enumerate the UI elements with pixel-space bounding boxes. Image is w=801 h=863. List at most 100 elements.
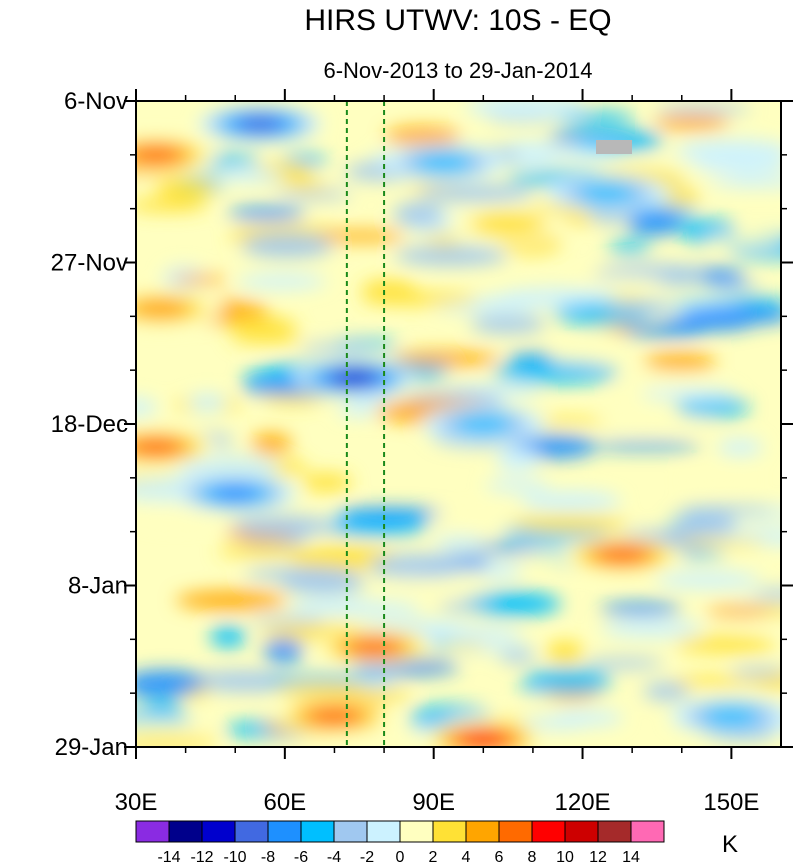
colorbar-swatch — [564, 820, 599, 843]
field-patch — [361, 279, 416, 299]
field-patch — [555, 111, 636, 125]
field-patch — [485, 479, 550, 493]
field-patch — [705, 235, 781, 248]
x-tick-label: 60E — [263, 789, 306, 816]
anomaly-feature — [469, 212, 548, 237]
field-patch — [417, 626, 525, 643]
field-patch — [654, 114, 730, 131]
y-tick-label: 8-Jan — [68, 573, 128, 600]
anomaly-feature — [136, 439, 181, 456]
field-patch — [175, 590, 288, 611]
colorbar-swatch — [432, 820, 467, 843]
field-patch — [674, 635, 777, 654]
field-patch — [466, 101, 585, 119]
field-patch — [180, 455, 281, 481]
field-patch — [154, 177, 218, 199]
field-patch — [507, 353, 555, 365]
field-patch — [136, 719, 207, 736]
field-patch — [492, 361, 619, 384]
field-patch — [520, 716, 590, 730]
field-patch — [518, 550, 573, 565]
field-patch — [228, 207, 306, 221]
x-tick-label: 30E — [115, 789, 158, 816]
x-tick-label: 120E — [555, 789, 611, 816]
colorbar-swatch — [168, 820, 203, 843]
field-patch — [384, 126, 461, 146]
chart-title: HIRS UTWV: 10S - EQ — [304, 4, 611, 37]
field-patch — [432, 535, 485, 549]
field-patch — [422, 232, 459, 242]
anomaly-feature — [597, 546, 647, 563]
field-patch — [439, 601, 491, 612]
field-patch — [392, 202, 444, 227]
field-patch — [600, 602, 682, 616]
field-patch — [318, 230, 406, 243]
colorbar-swatch — [465, 820, 500, 843]
field-patch — [510, 148, 624, 162]
colorbar-swatch — [300, 820, 335, 843]
anomaly-feature — [462, 732, 505, 747]
field-patch — [352, 393, 399, 403]
anomaly-feature — [701, 706, 761, 726]
field-patch — [706, 605, 772, 618]
anomaly-feature — [136, 146, 181, 163]
field-patch — [337, 507, 443, 520]
field-patch — [250, 616, 325, 625]
y-tick-label: 27-Nov — [51, 250, 128, 277]
colorbar-swatch — [135, 820, 170, 843]
colorbar-swatch — [597, 820, 632, 843]
field-patch — [626, 210, 684, 236]
colorbar-label: -4 — [327, 849, 341, 863]
field-patch — [137, 510, 214, 526]
field-patch — [644, 352, 716, 371]
anomaly-feature — [335, 371, 373, 385]
colorbar-unit: K — [722, 831, 738, 858]
field-patch — [392, 351, 501, 367]
field-patch — [136, 398, 158, 417]
chart-subtitle: 6-Nov-2013 to 29-Jan-2014 — [323, 58, 592, 83]
field-patch — [604, 301, 676, 316]
plot-area — [136, 101, 781, 747]
field-patch — [511, 514, 628, 533]
field-patch — [675, 397, 751, 418]
colorbar-swatch — [267, 820, 302, 843]
field-patch — [643, 682, 690, 701]
colorbar-label: 10 — [556, 849, 574, 863]
field-patch — [228, 335, 307, 344]
field-patch — [754, 588, 781, 600]
colorbar-swatch — [366, 820, 401, 843]
field-patch — [300, 473, 352, 492]
anomaly-feature — [577, 183, 637, 203]
field-patch — [136, 198, 208, 213]
field-patch — [241, 232, 333, 258]
colorbar-label: -12 — [190, 849, 213, 863]
field-patch — [671, 675, 754, 687]
field-patch — [730, 667, 781, 677]
field-patch — [250, 433, 292, 454]
anomaly-feature — [210, 485, 260, 502]
field-patch — [674, 511, 737, 537]
field-patch — [428, 510, 526, 528]
y-tick-label: 6-Nov — [64, 88, 128, 115]
field-patch — [611, 376, 705, 391]
x-tick-label: 150E — [703, 789, 759, 816]
field-patch — [188, 393, 227, 413]
y-tick-label: 18-Dec — [51, 411, 128, 438]
field-patch — [231, 515, 336, 536]
anomaly-feature — [136, 299, 191, 319]
y-axis: 6-Nov 27-Nov 18-Dec 8-Jan 29-Jan — [51, 88, 793, 761]
field-patch — [717, 438, 763, 457]
field-patch — [584, 657, 664, 669]
field-patch — [706, 269, 745, 284]
field-patch — [589, 441, 701, 451]
colorbar-swatch — [498, 820, 533, 843]
colorbar-label: 4 — [462, 849, 471, 863]
colorbar-label: -2 — [360, 849, 374, 863]
field-patch — [655, 571, 761, 589]
field-patch — [300, 343, 375, 353]
field-patch — [228, 316, 297, 337]
field-patch — [575, 275, 665, 287]
field-patch — [680, 305, 781, 326]
field-patch — [367, 554, 469, 578]
field-patch — [136, 735, 219, 747]
